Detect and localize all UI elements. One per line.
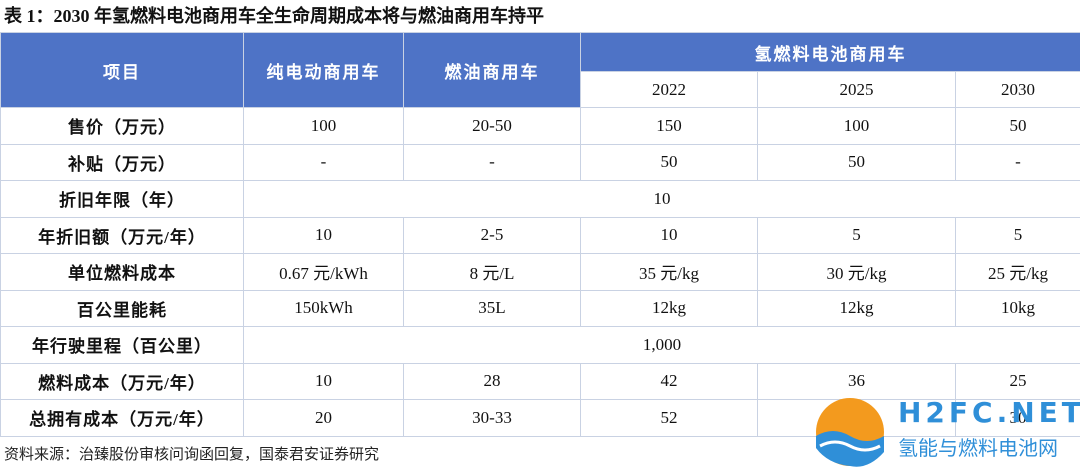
source-note: 资料来源：治臻股份审核问询函回复，国泰君安证券研究 — [4, 447, 380, 463]
table-row: 百公里能耗 150kWh 35L 12kg 12kg 10kg — [0, 289, 1080, 327]
row-label: 折旧年限（年） — [0, 180, 244, 218]
table-cell: 100 — [243, 107, 404, 145]
row-label: 总拥有成本（万元/年） — [0, 399, 244, 437]
table-cell: 2-5 — [403, 216, 581, 254]
table-cell: 28 — [403, 362, 581, 400]
table-cell: 42 — [580, 362, 758, 400]
table-cell: 20-50 — [403, 107, 581, 145]
table-cell: 8 元/L — [403, 253, 581, 291]
table-row: 补贴（万元） - -50 50- — [0, 143, 1080, 181]
table-row: 折旧年限（年） 10 — [0, 180, 1080, 218]
header-cell: 纯电动商用车 — [243, 32, 404, 108]
table-cell: 52 — [580, 399, 758, 437]
table-row: 燃料成本（万元/年） 10 28 42 36 25 — [0, 362, 1080, 400]
table-cell: 5 — [757, 216, 956, 254]
header-cell: 项目 — [0, 32, 244, 108]
row-label: 年折旧额（万元/年） — [0, 216, 244, 254]
table-cell: 100 — [757, 107, 956, 145]
table-title: 表 1：2030 年氢燃料电池商用车全生命周期成本将与燃油商用车持平 — [4, 6, 544, 26]
year-header: 2025 — [757, 71, 956, 108]
row-label: 年行驶里程（百公里） — [0, 326, 244, 364]
table-cell: 150kWh — [243, 289, 404, 327]
table-cell: 10 — [580, 216, 758, 254]
row-label: 补贴（万元） — [0, 143, 244, 181]
watermark: H2FC.NET 氢能与燃料电池网 — [808, 392, 1080, 470]
table-cell: 50 — [580, 143, 758, 181]
table-cell: 5 — [955, 216, 1080, 254]
watermark-en: H2FC.NET — [898, 396, 1080, 429]
table-cell: 25 元/kg — [955, 253, 1080, 291]
table-cell: 1,000 — [243, 326, 1080, 364]
watermark-cn: 氢能与燃料电池网 — [898, 436, 1058, 460]
table-cell: 30 — [955, 399, 1080, 437]
table-cell: 0.67 元/kWh — [243, 253, 404, 291]
row-label: 售价（万元） — [0, 107, 244, 145]
table-cell: - — [955, 143, 1080, 181]
row-label: 单位燃料成本 — [0, 253, 244, 291]
table-cell: 50 — [955, 107, 1080, 145]
header-cell: 氢燃料电池商用车 — [580, 32, 1080, 72]
table-cell: 30-33 — [403, 399, 581, 437]
table-cell: 35 元/kg — [580, 253, 758, 291]
table-cell: - — [403, 143, 581, 181]
table-cell: 10kg — [955, 289, 1080, 327]
table-cell: 50 — [757, 143, 956, 181]
table-cell: 30 元/kg — [757, 253, 956, 291]
table-row: 年折旧额（万元/年） 10 2-5 10 5 5 — [0, 216, 1080, 254]
table-cell: - — [243, 143, 404, 181]
row-label: 燃料成本（万元/年） — [0, 362, 244, 400]
table-cell: 12kg — [757, 289, 956, 327]
table-row: 总拥有成本（万元/年） 20 30-33 52 30 — [0, 399, 1080, 437]
table-cell: 36 — [757, 362, 956, 400]
year-row: 2022 2025 2030 — [1, 71, 1080, 108]
year-header: 2030 — [955, 71, 1080, 108]
table-row: 年行驶里程（百公里） 1,000 — [0, 326, 1080, 364]
table-cell: 10 — [243, 216, 404, 254]
table-cell: 10 — [243, 362, 404, 400]
table-cell: 10 — [243, 180, 1080, 218]
table-cell: 20 — [243, 399, 404, 437]
table-cell: 150 — [580, 107, 758, 145]
table-cell: 12kg — [580, 289, 758, 327]
table-cell: 25 — [955, 362, 1080, 400]
table-row: 售价（万元） 100 20-50 150 100 50 — [0, 107, 1080, 145]
table-cell: 35L — [403, 289, 581, 327]
cost-table: 项目 纯电动商用车 燃油商用车 氢燃料电池商用车 2022 2025 2030 售价… — [0, 32, 1080, 437]
table-row: 单位燃料成本 0.67 元/kWh 8 元/L 35 元/kg 30 元/kg 25 元/… — [0, 253, 1080, 291]
header-cell: 燃油商用车 — [403, 32, 581, 108]
row-label: 百公里能耗 — [0, 289, 244, 327]
watermark-logo — [816, 398, 884, 467]
year-header: 2022 — [580, 71, 758, 108]
